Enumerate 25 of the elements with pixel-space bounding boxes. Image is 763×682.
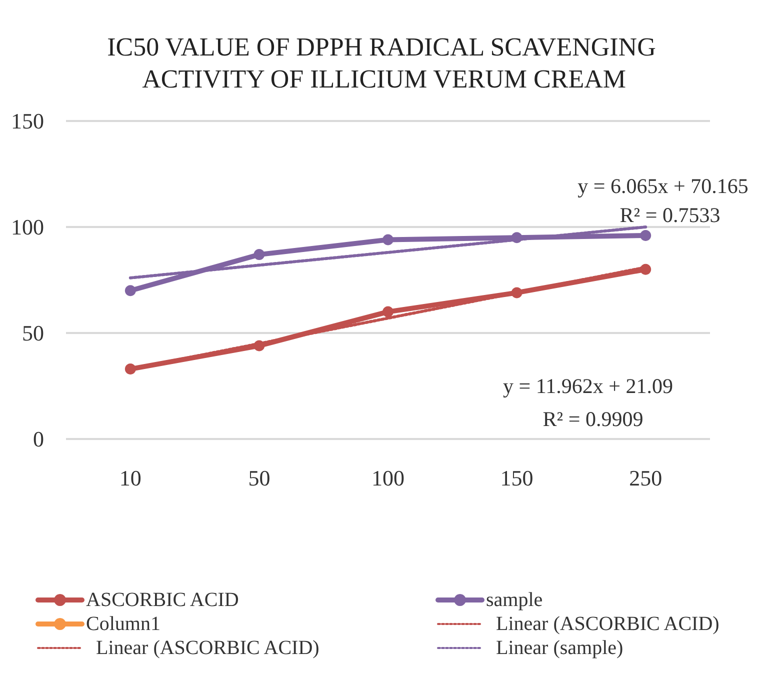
y-tick-label: 100 — [11, 214, 44, 240]
point — [382, 306, 394, 318]
y-tick-label: 50 — [22, 320, 44, 346]
annotation: R² = 0.9909 — [542, 407, 644, 431]
x-tick-label: 150 — [500, 466, 534, 490]
legend-label: Linear (ASCORBIC ACID) — [96, 637, 320, 659]
x-tick-label: 10 — [119, 466, 142, 490]
point — [640, 230, 652, 241]
point — [254, 249, 265, 260]
x-tick-label: 100 — [372, 466, 404, 490]
x-tick-label: 250 — [629, 466, 662, 490]
legend-label: ASCORBIC ACID — [86, 589, 239, 611]
annotation: y = 6.065x + 70.165 — [578, 174, 748, 198]
y-tick-label: 150 — [11, 108, 44, 134]
legend-label: Linear (ASCORBIC ACID) — [496, 613, 720, 635]
chart-title: IC50 VALUE OF DPPH RADICAL SCAVENGING ACTIVITY OF ILLICIUM VERUM CREAM — [107, 32, 656, 94]
legend-label: sample — [486, 589, 543, 611]
legend-label: Linear (sample) — [496, 637, 624, 659]
point — [124, 285, 136, 296]
point — [382, 234, 394, 246]
y-tick-label: 0 — [33, 426, 44, 452]
annotation: R² = 0.7533 — [620, 203, 720, 227]
annotation: y = 11.962x + 21.09 — [503, 374, 673, 398]
legend-label: Column1 — [86, 613, 160, 635]
x-tick-label: 50 — [248, 466, 270, 490]
